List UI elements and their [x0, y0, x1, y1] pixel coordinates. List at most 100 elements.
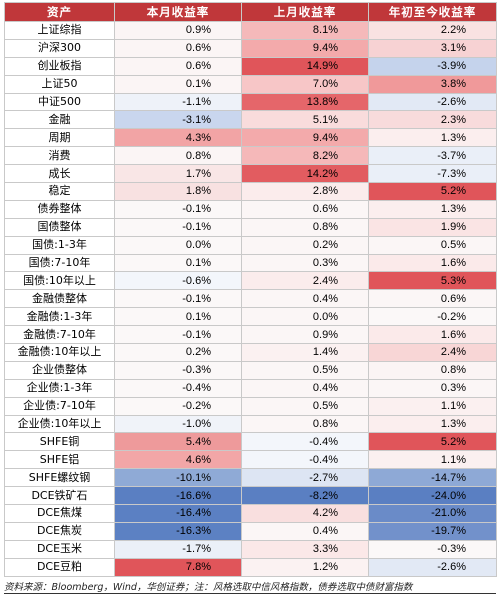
asset-name-cell: DCE焦炭 [4, 521, 115, 541]
table-row: 金融债:7-10年 -0.1% 0.9% 1.6% [4, 325, 497, 345]
asset-name-cell: 周期 [4, 128, 115, 148]
ytd-return-cell: 1.9% [368, 217, 497, 237]
ytd-return-cell: 2.4% [368, 343, 497, 362]
this-month-return-cell: 0.6% [114, 38, 242, 58]
this-month-return-cell: -1.0% [114, 414, 242, 434]
this-month-return-cell: 4.3% [114, 128, 242, 148]
table-row: SHFE铜 5.4% -0.4% 5.2% [4, 432, 497, 452]
last-month-return-cell: 0.4% [241, 521, 369, 541]
table-row: DCE焦炭 -16.3% 0.4% -19.7% [4, 521, 497, 541]
ytd-return-cell: -24.0% [368, 486, 497, 506]
last-month-return-cell: 13.8% [241, 92, 369, 112]
last-month-return-cell: 0.5% [241, 396, 369, 416]
last-month-return-cell: 0.4% [241, 378, 369, 398]
this-month-return-cell: -1.1% [114, 92, 242, 112]
table-row: DCE焦煤 -16.4% 4.2% -21.0% [4, 504, 497, 523]
this-month-return-cell: -0.1% [114, 325, 242, 345]
this-month-return-cell: 0.6% [114, 56, 242, 76]
ytd-return-cell: 1.6% [368, 253, 497, 273]
ytd-return-cell: 3.8% [368, 74, 497, 94]
this-month-return-cell: 5.4% [114, 432, 242, 452]
ytd-return-cell: -0.3% [368, 539, 497, 559]
this-month-return-cell: -1.7% [114, 539, 242, 559]
this-month-return-cell: -3.1% [114, 110, 242, 130]
ytd-return-cell: -3.9% [368, 56, 497, 76]
this-month-return-cell: 0.9% [114, 21, 242, 40]
last-month-return-cell: 1.2% [241, 557, 369, 577]
ytd-return-cell: 1.3% [368, 414, 497, 434]
asset-name-cell: 企业债整体 [4, 360, 115, 380]
last-month-return-cell: 0.2% [241, 235, 369, 255]
asset-name-cell: 金融债整体 [4, 289, 115, 309]
ytd-return-cell: -14.7% [368, 468, 497, 488]
table-row: 中证500 -1.1% 13.8% -2.6% [4, 92, 497, 112]
table-row: 创业板指 0.6% 14.9% -3.9% [4, 56, 497, 76]
asset-name-cell: 成长 [4, 164, 115, 184]
ytd-return-cell: 1.3% [368, 199, 497, 219]
table-row: SHFE铝 4.6% -0.4% 1.1% [4, 450, 497, 470]
ytd-return-cell: 1.1% [368, 450, 497, 470]
ytd-return-cell: -3.7% [368, 146, 497, 166]
last-month-return-cell: 8.1% [241, 21, 369, 40]
ytd-return-cell: 3.1% [368, 38, 497, 58]
last-month-return-cell: -0.4% [241, 450, 369, 470]
ytd-return-cell: 1.3% [368, 128, 497, 148]
asset-name-cell: DCE焦煤 [4, 504, 115, 523]
table-row: 企业债:10年以上 -1.0% 0.8% 1.3% [4, 414, 497, 434]
last-month-return-cell: 4.2% [241, 504, 369, 523]
table-row: 企业债:7-10年 -0.2% 0.5% 1.1% [4, 396, 497, 416]
this-month-return-cell: 4.6% [114, 450, 242, 470]
ytd-return-cell: 0.8% [368, 360, 497, 380]
last-month-return-cell: -2.7% [241, 468, 369, 488]
asset-name-cell: DCE铁矿石 [4, 486, 115, 506]
last-month-return-cell: 0.3% [241, 253, 369, 273]
last-month-return-cell: 0.8% [241, 414, 369, 434]
asset-name-cell: SHFE铝 [4, 450, 115, 470]
table-row: 国债:7-10年 0.1% 0.3% 1.6% [4, 253, 497, 273]
table-row: 上证50 0.1% 7.0% 3.8% [4, 74, 497, 94]
this-month-return-cell: 0.1% [114, 253, 242, 273]
ytd-return-cell: 1.1% [368, 396, 497, 416]
asset-name-cell: 中证500 [4, 92, 115, 112]
asset-name-cell: 金融债:7-10年 [4, 325, 115, 345]
this-month-return-cell: 0.8% [114, 146, 242, 166]
table-row: 国债:10年以上 -0.6% 2.4% 5.3% [4, 271, 497, 291]
last-month-return-cell: 0.0% [241, 307, 369, 327]
header-ytd: 年初至今收益率 [368, 2, 497, 22]
ytd-return-cell: -7.3% [368, 164, 497, 184]
last-month-return-cell: 14.9% [241, 56, 369, 76]
this-month-return-cell: 1.8% [114, 182, 242, 201]
this-month-return-cell: 0.1% [114, 74, 242, 94]
asset-name-cell: 上证综指 [4, 21, 115, 40]
asset-name-cell: 金融 [4, 110, 115, 130]
this-month-return-cell: -16.4% [114, 504, 242, 523]
table-row: 金融债:10年以上 0.2% 1.4% 2.4% [4, 343, 497, 362]
asset-name-cell: 创业板指 [4, 56, 115, 76]
this-month-return-cell: 0.2% [114, 343, 242, 362]
this-month-return-cell: -16.3% [114, 521, 242, 541]
ytd-return-cell: -0.2% [368, 307, 497, 327]
last-month-return-cell: 0.8% [241, 217, 369, 237]
last-month-return-cell: -0.4% [241, 432, 369, 452]
header-this-month: 本月收益率 [114, 2, 242, 22]
last-month-return-cell: 2.4% [241, 271, 369, 291]
last-month-return-cell: 7.0% [241, 74, 369, 94]
ytd-return-cell: 5.2% [368, 432, 497, 452]
this-month-return-cell: -0.3% [114, 360, 242, 380]
table-row: 成长 1.7% 14.2% -7.3% [4, 164, 497, 184]
last-month-return-cell: -8.2% [241, 486, 369, 506]
this-month-return-cell: 1.7% [114, 164, 242, 184]
this-month-return-cell: -0.1% [114, 289, 242, 309]
asset-name-cell: 企业债:7-10年 [4, 396, 115, 416]
ytd-return-cell: -21.0% [368, 504, 497, 523]
asset-name-cell: 金融债:10年以上 [4, 343, 115, 362]
last-month-return-cell: 8.2% [241, 146, 369, 166]
source-note: 资料来源：Bloomberg，Wind，华创证券；注：风格选取中信风格指数，债券… [4, 582, 413, 593]
ytd-return-cell: -2.6% [368, 557, 497, 577]
ytd-return-cell: 5.3% [368, 271, 497, 291]
asset-name-cell: 国债:10年以上 [4, 271, 115, 291]
ytd-return-cell: 2.2% [368, 21, 497, 40]
table-row: 稳定 1.8% 2.8% 5.2% [4, 182, 497, 201]
table-row: 金融 -3.1% 5.1% 2.3% [4, 110, 497, 130]
